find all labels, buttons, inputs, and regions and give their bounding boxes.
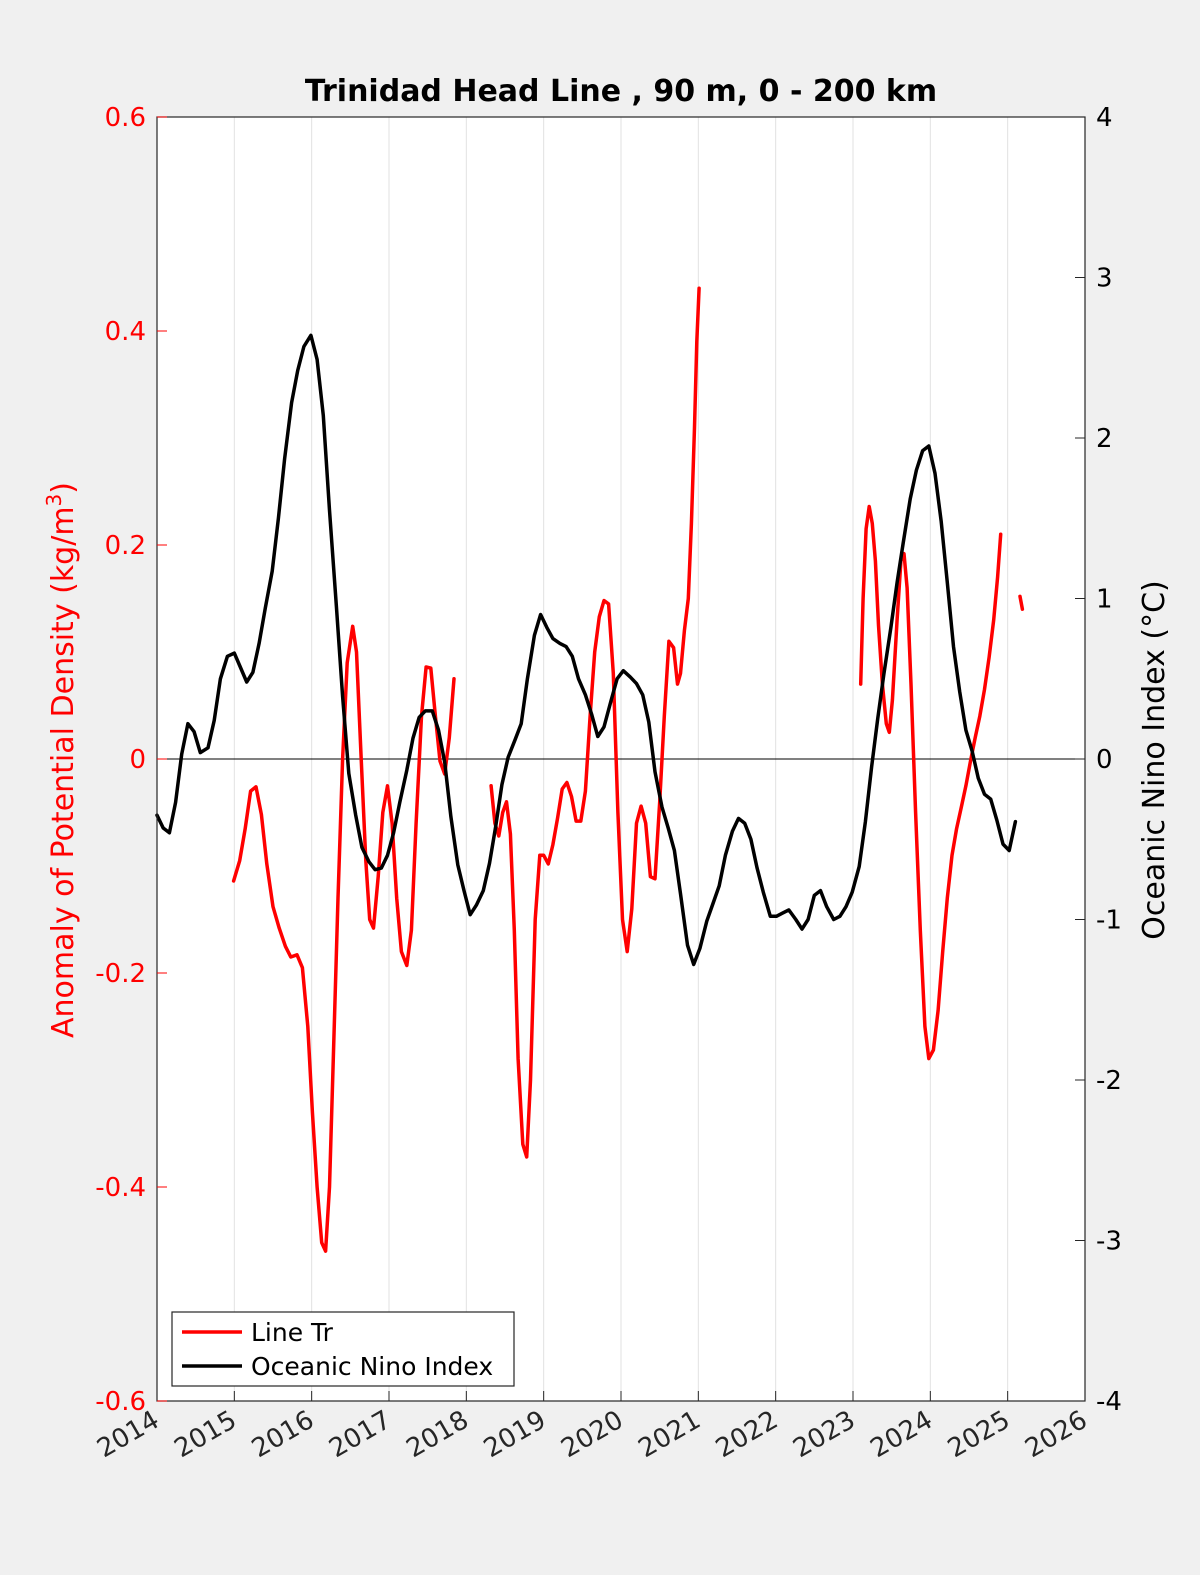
legend-label-line-tr: Line Tr (251, 1318, 334, 1347)
y-left-tick-label: -0.4 (95, 1173, 146, 1203)
x-tick-label: 2021 (634, 1405, 706, 1464)
series-layer (155, 286, 1025, 1253)
y-right-tick-label: -3 (1096, 1227, 1122, 1257)
y-left-tick-label: 0.6 (105, 103, 146, 133)
line-tr-series-segment-2 (858, 504, 1003, 1061)
y-axis-left-label-close: ) (46, 482, 81, 494)
line-tr-series-segment-1 (489, 286, 701, 1159)
y-left-tick-label: 0.2 (105, 531, 146, 561)
legend-box (171, 1311, 515, 1387)
x-tick-label: 2017 (324, 1405, 396, 1464)
y-right-tick-label: 4 (1096, 103, 1113, 133)
y-right-tick-label: -4 (1096, 1387, 1122, 1417)
x-tick-label: 2020 (556, 1405, 628, 1464)
x-tick-label: 2024 (866, 1405, 938, 1464)
y-axis-left-label: Anomaly of Potential Density (kg/m3) (42, 482, 81, 1038)
y-left-tick-label: 0.4 (105, 317, 146, 347)
line-tr-series-segment-3 (1018, 594, 1025, 611)
x-tick-label: 2022 (711, 1405, 783, 1464)
legend-label-oni: Oceanic Nino Index (251, 1352, 493, 1381)
y-axis-right-label: Oceanic Nino Index (°C) (1137, 580, 1172, 940)
x-tick-label: 2018 (402, 1405, 474, 1464)
y-left-tick-label: -0.6 (95, 1387, 146, 1417)
x-tick-label: 2015 (170, 1405, 242, 1464)
x-tick-label: 2023 (788, 1405, 860, 1464)
oni-series-segment-0 (155, 333, 1018, 967)
y-right-tick-label: -1 (1096, 906, 1122, 936)
y-right-tick-label: 2 (1096, 424, 1113, 454)
x-tick-label: 2019 (479, 1405, 551, 1464)
y-axis-left-label-main: Anomaly of Potential Density (kg/m (46, 506, 81, 1038)
x-tick-label: 2016 (247, 1405, 319, 1464)
y-right-tick-label: 1 (1096, 585, 1113, 615)
chart-title: Trinidad Head Line , 90 m, 0 - 200 km (305, 74, 937, 109)
legend: Line Tr Oceanic Nino Index (171, 1311, 515, 1387)
y-left-tick-label: -0.2 (95, 959, 146, 989)
line-tr-series-segment-0 (231, 624, 456, 1253)
y-left-tick-label: 0 (129, 745, 146, 775)
x-tick-label: 2025 (943, 1405, 1015, 1464)
y-right-tick-label: 0 (1096, 745, 1113, 775)
x-tick-label: 2026 (1020, 1405, 1092, 1464)
y-right-tick-label: 3 (1096, 264, 1113, 294)
y-right-tick-label: -2 (1096, 1066, 1122, 1096)
y-axis-left-label-sup: 3 (42, 494, 66, 507)
